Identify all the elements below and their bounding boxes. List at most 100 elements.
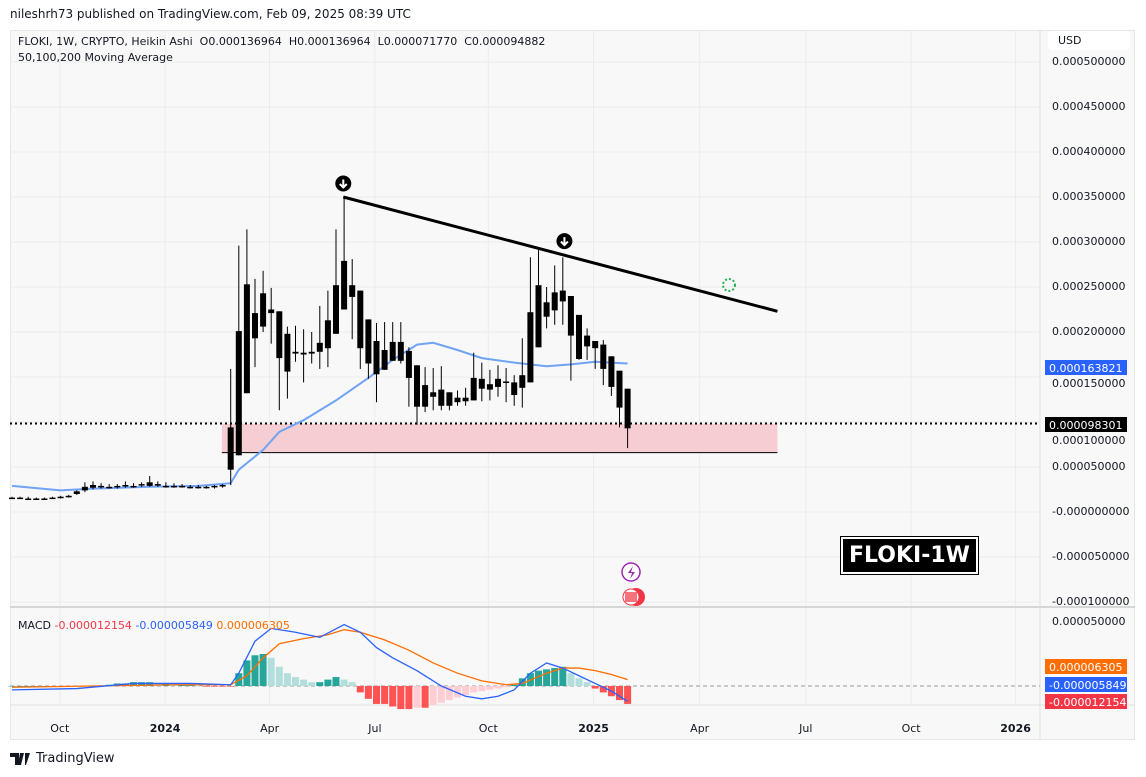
macd-histogram-bar bbox=[462, 686, 470, 695]
candle-body bbox=[470, 377, 477, 401]
candle-body bbox=[98, 485, 105, 488]
macd-histogram-bar bbox=[599, 686, 607, 693]
time-axis-label: Jul bbox=[799, 722, 813, 735]
time-axis-label: Apr bbox=[260, 722, 280, 735]
macd-hist-value: -0.000012154 bbox=[54, 619, 132, 632]
candle-body bbox=[252, 313, 258, 339]
currency-button[interactable]: USD bbox=[1048, 31, 1130, 50]
arrow-down-icon bbox=[339, 179, 348, 189]
candle-body bbox=[333, 285, 339, 334]
candle-body bbox=[349, 285, 356, 297]
tradingview-logo-icon bbox=[10, 752, 30, 765]
trendline bbox=[342, 195, 778, 313]
macd-histogram-bar bbox=[575, 678, 583, 686]
price-axis-label: -0.000000000 bbox=[1052, 505, 1130, 518]
macd-histogram-bar bbox=[413, 686, 421, 708]
candle-body bbox=[73, 491, 80, 494]
candle-body bbox=[624, 388, 631, 429]
macd-histogram-bar bbox=[324, 679, 332, 686]
loading-indicator-icon bbox=[722, 278, 736, 292]
macd-histogram-bar bbox=[219, 686, 227, 687]
candle-body bbox=[203, 486, 210, 489]
macd-histogram-bar bbox=[267, 657, 275, 686]
macd-histogram-bar bbox=[551, 668, 559, 686]
macd-histogram-bar bbox=[275, 666, 283, 686]
last-price-tag: 0.000098301 bbox=[1045, 417, 1127, 432]
candle-body bbox=[414, 365, 420, 407]
candle-body bbox=[584, 335, 591, 347]
price-axis-label: 0.000100000 bbox=[1052, 434, 1126, 447]
macd-line bbox=[11, 623, 628, 702]
arrow-down-icon bbox=[560, 237, 569, 247]
candle-body bbox=[154, 484, 161, 486]
macd-histogram-bar bbox=[397, 686, 405, 710]
candle-body bbox=[138, 484, 145, 486]
candle-body bbox=[519, 375, 526, 388]
macd-histogram-bar bbox=[194, 686, 202, 687]
time-axis-label: Oct bbox=[50, 722, 70, 735]
macd-histogram-bar bbox=[510, 684, 518, 686]
time-axis-label: 2026 bbox=[1000, 722, 1031, 735]
macd-line-value: -0.000005849 bbox=[135, 619, 213, 632]
macd-histogram-bar bbox=[340, 679, 348, 686]
hist-tag: -0.000012154 bbox=[1045, 694, 1127, 709]
candle-body bbox=[162, 485, 169, 488]
candle-body bbox=[276, 311, 283, 359]
macd-histogram-bar bbox=[624, 686, 632, 704]
time-axis-label: Apr bbox=[690, 722, 710, 735]
macd-histogram-bar bbox=[251, 655, 259, 686]
candle-body bbox=[65, 495, 72, 498]
open-value: O0.000136964 bbox=[199, 35, 282, 48]
candle-body bbox=[462, 397, 469, 402]
candle-body bbox=[300, 352, 307, 355]
tradingview-logo[interactable]: TradingView bbox=[10, 751, 115, 766]
macd-histogram-bar bbox=[24, 686, 32, 687]
macd-legend[interactable]: MACD -0.000012154 -0.000005849 0.0000063… bbox=[18, 619, 290, 632]
candle-body bbox=[106, 486, 113, 489]
candle-body bbox=[33, 498, 40, 500]
candle-body bbox=[227, 427, 234, 470]
symbol-legend: FLOKI, 1W, CRYPTO, Heikin Ashi O0.000136… bbox=[18, 35, 545, 48]
candle-body bbox=[316, 342, 323, 352]
price-axis-label: 0.000050000 bbox=[1052, 460, 1126, 473]
chart-frame[interactable] bbox=[10, 30, 1135, 740]
macd-histogram-bar bbox=[316, 682, 324, 686]
candle-body bbox=[41, 498, 48, 500]
high-value: H0.000136964 bbox=[288, 35, 371, 48]
price-axis-label: 0.000250000 bbox=[1052, 280, 1126, 293]
candle-body bbox=[503, 381, 510, 383]
candle-body bbox=[90, 485, 96, 488]
ma-legend[interactable]: 50,100,200 Moving Average bbox=[18, 51, 173, 64]
price-axis-label: 0.000200000 bbox=[1052, 325, 1126, 338]
macd-histogram-bar bbox=[454, 686, 461, 698]
candle-body bbox=[559, 290, 566, 302]
macd-histogram-bar bbox=[470, 686, 478, 693]
candle-body bbox=[551, 292, 558, 311]
time-axis-label: Jul bbox=[368, 722, 382, 735]
candle-body bbox=[235, 331, 242, 456]
symbol-badge: FLOKI-1W bbox=[840, 536, 979, 575]
candle-body bbox=[365, 319, 372, 364]
candle-body bbox=[478, 378, 485, 389]
candle-body bbox=[114, 485, 121, 488]
macd-tag: -0.000005849 bbox=[1045, 677, 1127, 692]
candle-body bbox=[422, 385, 429, 407]
macd-histogram-bar bbox=[486, 686, 494, 690]
symbol-info: FLOKI, 1W, CRYPTO, Heikin Ashi bbox=[18, 35, 193, 48]
macd-histogram-bar bbox=[494, 686, 502, 689]
candle-body bbox=[592, 341, 599, 349]
macd-histogram-bar bbox=[559, 666, 567, 686]
macd-histogram-bar bbox=[616, 686, 623, 701]
macd-histogram-bar bbox=[8, 686, 16, 687]
macd-histogram-bar bbox=[389, 686, 397, 707]
candle-body bbox=[616, 370, 623, 408]
macd-histogram-bar bbox=[332, 677, 340, 686]
candle-body bbox=[57, 496, 64, 499]
candle-body bbox=[179, 485, 186, 488]
candle-body bbox=[243, 284, 250, 394]
macd-histogram-bar bbox=[356, 686, 364, 693]
price-axis-label: -0.000100000 bbox=[1052, 595, 1130, 608]
macd-histogram-bar bbox=[283, 673, 291, 686]
price-axis-label: -0.000050000 bbox=[1052, 550, 1130, 563]
